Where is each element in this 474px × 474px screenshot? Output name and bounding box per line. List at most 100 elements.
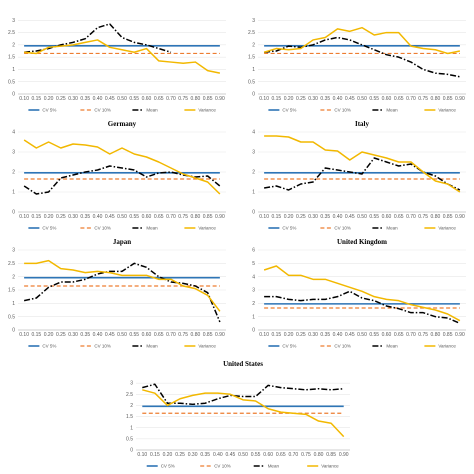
- x-tick-label: 0.15: [150, 452, 160, 458]
- x-tick-label: 0.55: [129, 214, 139, 220]
- y-tick-label: 0.5: [248, 79, 255, 85]
- series-line-mean: [142, 383, 344, 406]
- x-tick-label: 0.35: [320, 96, 330, 102]
- x-tick-label: 0.25: [175, 452, 185, 458]
- x-tick-label: 0.85: [443, 96, 453, 102]
- series-line-mean: [24, 23, 172, 53]
- x-tick-label: 0.50: [117, 214, 127, 220]
- x-tick-label: 0.70: [166, 96, 176, 102]
- y-tick-label: 0: [252, 210, 255, 216]
- legend-label: CV 10%: [334, 108, 351, 113]
- x-tick-label: 0.15: [31, 214, 41, 220]
- x-tick-label: 0.25: [56, 96, 66, 102]
- panel-title: United States: [223, 360, 263, 368]
- x-tick-label: 0.40: [333, 96, 343, 102]
- x-tick-label: 0.10: [259, 214, 269, 220]
- x-tick-label: 0.40: [93, 96, 103, 102]
- series-line-variance: [263, 265, 461, 322]
- x-tick-label: 0.70: [406, 214, 416, 220]
- x-tick-label: 0.45: [105, 332, 115, 338]
- x-tick-label: 0.30: [188, 452, 198, 458]
- x-tick-label: 0.15: [271, 332, 281, 338]
- x-tick-label: 0.85: [326, 452, 336, 458]
- x-tick-label: 0.55: [251, 452, 261, 458]
- x-tick-label: 0.90: [215, 96, 225, 102]
- y-tick-label: 6: [252, 248, 255, 254]
- x-tick-label: 0.50: [238, 452, 248, 458]
- x-tick-label: 0.75: [418, 332, 428, 338]
- y-tick-label: 1: [252, 314, 255, 320]
- legend-label: CV 5%: [42, 344, 56, 349]
- x-tick-label: 0.80: [191, 332, 201, 338]
- x-tick-label: 0.45: [226, 452, 236, 458]
- y-tick-label: 2.5: [126, 392, 133, 398]
- x-tick-label: 0.60: [382, 96, 392, 102]
- x-tick-label: 0.25: [56, 332, 66, 338]
- x-tick-label: 0.75: [301, 452, 311, 458]
- y-tick-label: 1.5: [248, 55, 255, 61]
- x-tick-label: 0.40: [333, 332, 343, 338]
- x-tick-label: 0.80: [191, 214, 201, 220]
- x-tick-label: 0.20: [163, 452, 173, 458]
- chart-panel-1: 00.511.522.530.10 0.15 0.20 0.25 0.30 0.35 0.4…: [8, 18, 226, 113]
- y-tick-label: 1.5: [8, 55, 15, 61]
- legend-label: Variance: [198, 226, 216, 231]
- y-tick-label: 4: [12, 130, 15, 136]
- y-tick-label: 1: [252, 67, 255, 73]
- x-tick-label: 0.80: [431, 214, 441, 220]
- x-tick-label: 0.65: [394, 96, 404, 102]
- legend-label: Variance: [198, 108, 216, 113]
- y-tick-label: 3: [252, 18, 255, 24]
- y-tick-label: 3: [12, 150, 15, 156]
- x-tick-label: 0.70: [406, 96, 416, 102]
- series-line-variance: [23, 139, 221, 195]
- y-tick-label: 1: [130, 425, 133, 431]
- x-tick-label: 0.50: [357, 332, 367, 338]
- x-tick-label: 0.85: [443, 332, 453, 338]
- y-tick-label: 1: [12, 301, 15, 307]
- y-tick-label: 2: [12, 274, 15, 280]
- y-tick-label: 3: [130, 381, 133, 387]
- y-tick-label: 1.5: [8, 288, 15, 294]
- y-tick-label: 2: [252, 301, 255, 307]
- x-tick-label: 0.65: [394, 332, 404, 338]
- y-tick-label: 0: [12, 210, 15, 216]
- x-tick-label: 0.90: [215, 332, 225, 338]
- legend-label: CV 5%: [161, 464, 175, 469]
- legend-label: CV 5%: [282, 344, 296, 349]
- x-tick-label: 0.15: [31, 332, 41, 338]
- x-tick-label: 0.15: [271, 96, 281, 102]
- x-tick-label: 0.55: [129, 96, 139, 102]
- x-tick-label: 0.55: [369, 332, 379, 338]
- legend-label: CV 10%: [94, 226, 111, 231]
- x-tick-label: 0.30: [308, 214, 318, 220]
- y-tick-label: 5: [252, 261, 255, 267]
- x-tick-label: 0.65: [394, 214, 404, 220]
- x-tick-label: 0.45: [105, 214, 115, 220]
- x-tick-label: 0.80: [314, 452, 324, 458]
- x-tick-label: 0.40: [93, 214, 103, 220]
- legend-label: CV 10%: [94, 344, 111, 349]
- y-tick-label: 1: [252, 190, 255, 196]
- series-line-variance: [24, 259, 221, 312]
- series-line-mean: [23, 165, 221, 195]
- panel-title: Germany: [108, 120, 137, 128]
- x-tick-label: 0.65: [154, 332, 164, 338]
- panel-title: Italy: [355, 120, 370, 128]
- y-tick-label: 0: [252, 328, 255, 334]
- y-tick-label: 2.5: [8, 261, 15, 267]
- x-tick-label: 0.60: [142, 332, 152, 338]
- x-tick-label: 0.70: [166, 332, 176, 338]
- x-tick-label: 0.80: [431, 332, 441, 338]
- x-tick-label: 0.35: [320, 332, 330, 338]
- y-tick-label: 0.5: [8, 79, 15, 85]
- series-line-variance: [264, 135, 461, 193]
- legend-label: CV 10%: [94, 108, 111, 113]
- x-tick-label: 0.30: [68, 96, 78, 102]
- x-tick-label: 0.25: [296, 96, 306, 102]
- legend-label: CV 10%: [214, 464, 231, 469]
